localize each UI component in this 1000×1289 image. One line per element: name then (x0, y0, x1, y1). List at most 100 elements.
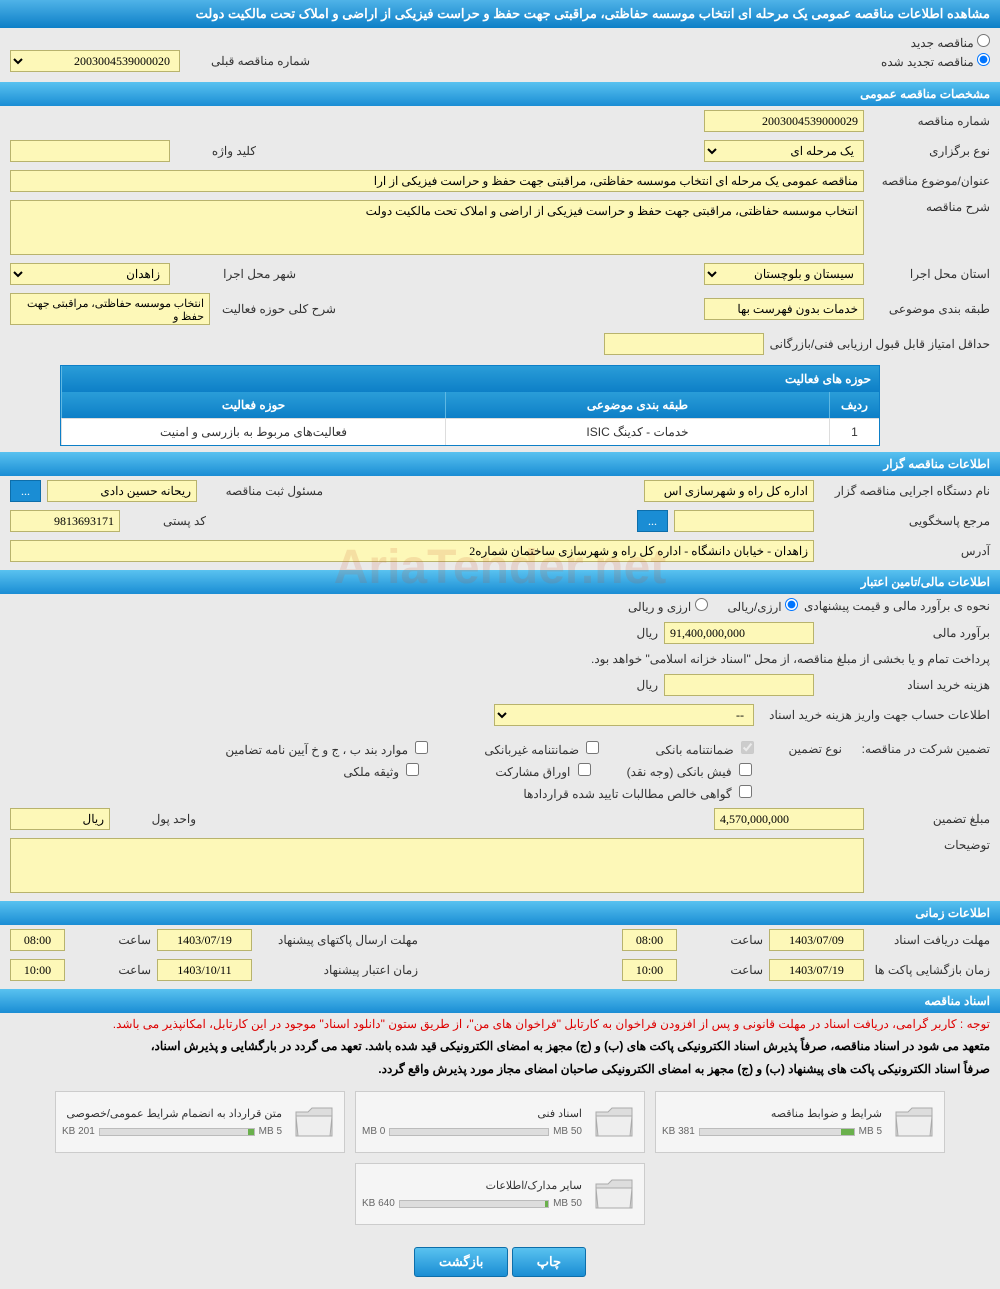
contact-label: مرجع پاسخگویی (820, 514, 990, 528)
footer-buttons: چاپ بازگشت (0, 1235, 1000, 1289)
title-input[interactable] (10, 170, 864, 192)
chk-property[interactable]: وثیقه ملکی (343, 763, 419, 779)
docs-black-note2: صرفاً اسناد الکترونیکی پاکت های پیشنهاد … (0, 1058, 1000, 1081)
new-tender-radio[interactable]: مناقصه جدید (911, 36, 990, 50)
doc-card-technical[interactable]: اسناد فنی 50 MB0 MB (355, 1091, 645, 1153)
doc-total: 50 MB (553, 1126, 582, 1137)
currency-foreign-radio[interactable]: ارزی و ریالی (628, 598, 708, 614)
guarantee-unit-input[interactable] (10, 808, 110, 830)
contact-more-button[interactable]: ... (637, 510, 668, 532)
folder-icon (590, 1098, 638, 1146)
print-button[interactable]: چاپ (512, 1247, 586, 1277)
time-label-4: ساعت (71, 963, 151, 977)
docs-black-note1: متعهد می شود در اسناد مناقصه، صرفاً پذیر… (0, 1035, 1000, 1058)
chk-cash[interactable]: فیش بانکی (وجه نقد) (627, 763, 752, 779)
min-score-label: حداقل امتیاز قابل قبول ارزیابی فنی/بازرگ… (770, 337, 990, 351)
validity-date[interactable] (157, 959, 252, 981)
proposal-deadline-time[interactable] (10, 929, 65, 951)
doc-card-contract[interactable]: متن قرارداد به انضمام شرایط عمومی/خصوصی … (55, 1091, 345, 1153)
doc-used: 640 KB (362, 1198, 395, 1209)
doc-title: سایر مدارک/اطلاعات (362, 1179, 582, 1192)
postal-input[interactable] (10, 510, 120, 532)
doc-title: متن قرارداد به انضمام شرایط عمومی/خصوصی (62, 1107, 282, 1120)
chk-cert[interactable]: گواهی خالص مطالبات تایید شده قراردادها (523, 785, 752, 801)
estimate-label: نحوه ی برآورد مالی و قیمت پیشنهادی (804, 599, 990, 613)
chk-nonbank[interactable]: ضمانتنامه غیربانکی (484, 741, 599, 757)
tender-status-group: مناقصه جدید مناقصه تجدید شده شماره مناقص… (0, 28, 1000, 78)
doc-card-conditions[interactable]: شرایط و ضوابط مناقصه 5 MB381 KB (655, 1091, 945, 1153)
province-select[interactable]: سیستان و بلوچستان (704, 263, 864, 285)
col-act: حوزه فعالیت (61, 392, 445, 418)
min-score-input[interactable] (604, 333, 764, 355)
tender-number-label: شماره مناقصه (870, 114, 990, 128)
activity-scope-label: شرح کلی حوزه فعالیت (216, 302, 336, 316)
opening-date[interactable] (769, 959, 864, 981)
time-label-1: ساعت (683, 933, 763, 947)
amount-input[interactable] (664, 622, 814, 644)
address-label: آدرس (820, 544, 990, 558)
renewed-tender-radio[interactable]: مناقصه تجدید شده (881, 53, 990, 69)
currency-rial-radio[interactable]: ارزی/ریالی (728, 598, 798, 614)
tender-number-input[interactable] (704, 110, 864, 132)
contact-input[interactable] (674, 510, 814, 532)
registrar-more-button[interactable]: ... (10, 480, 41, 502)
page-header: مشاهده اطلاعات مناقصه عمومی یک مرحله ای … (0, 0, 1000, 28)
validity-time[interactable] (10, 959, 65, 981)
prev-number-select[interactable]: 2003004539000020 (10, 50, 180, 72)
doc-deadline-date[interactable] (769, 929, 864, 951)
doc-card-other[interactable]: سایر مدارک/اطلاعات 50 MB 640 KB (355, 1163, 645, 1225)
guarantee-type-label: نوع تضمین (762, 742, 842, 756)
col-cat: طبقه بندی موضوعی (445, 392, 829, 418)
activity-scope-textarea[interactable]: انتخاب موسسه حفاظتی، مراقبتی جهت حفظ و (10, 293, 210, 325)
city-select[interactable]: زاهدان (10, 263, 170, 285)
exec-input[interactable] (644, 480, 814, 502)
proposal-deadline-date[interactable] (157, 929, 252, 951)
activity-table-title-row: حوزه های فعالیت (61, 366, 879, 392)
type-select[interactable]: یک مرحله ای (704, 140, 864, 162)
row-idx: 1 (829, 418, 879, 445)
notes-textarea[interactable] (10, 838, 864, 893)
guarantee-label: تضمین شرکت در مناقصه: (850, 742, 990, 756)
guarantee-unit-label: واحد پول (116, 812, 196, 826)
keyword-input[interactable] (10, 140, 170, 162)
chk-nonbank-label: ضمانتنامه غیربانکی (484, 743, 579, 757)
currency-foreign-label: ارزی و ریالی (628, 600, 691, 614)
chk-bylaw-label: موارد بند ب ، ج و خ آیین نامه تضامین (225, 743, 408, 757)
postal-label: کد پستی (126, 514, 206, 528)
doc-used: 0 MB (362, 1126, 385, 1137)
exec-label: نام دستگاه اجرایی مناقصه گزار (820, 484, 990, 498)
new-tender-label: مناقصه جدید (911, 36, 974, 50)
chk-bank-label: ضمانتنامه بانکی (655, 743, 733, 757)
proposal-deadline-label: مهلت ارسال پاکتهای پیشنهاد (258, 933, 418, 947)
city-label: شهر محل اجرا (176, 267, 296, 281)
chk-bank[interactable]: ضمانتنامه بانکی (655, 741, 754, 757)
registrar-label: مسئول ثبت مناقصه (203, 484, 323, 498)
desc-textarea[interactable]: انتخاب موسسه حفاظتی، مراقبتی جهت حفظ و ح… (10, 200, 864, 255)
guarantee-amount-label: مبلغ تضمین (870, 812, 990, 826)
doc-title: شرایط و ضوابط مناقصه (662, 1107, 882, 1120)
address-input[interactable] (10, 540, 814, 562)
chk-cert-label: گواهی خالص مطالبات تایید شده قراردادها (523, 787, 731, 801)
doc-deadline-time[interactable] (622, 929, 677, 951)
docs-red-note: توجه : کاربر گرامی، دریافت اسناد در مهلت… (0, 1013, 1000, 1035)
category-input[interactable] (704, 298, 864, 320)
doc-used: 381 KB (662, 1126, 695, 1137)
doc-deadline-label: مهلت دریافت اسناد (870, 933, 990, 947)
account-select[interactable]: -- (494, 704, 754, 726)
registrar-input[interactable] (47, 480, 197, 502)
doc-fee-input[interactable] (664, 674, 814, 696)
guarantee-amount-input[interactable] (714, 808, 864, 830)
activity-table-title: حوزه های فعالیت (61, 366, 879, 392)
doc-used: 201 KB (62, 1126, 95, 1137)
chk-bonds[interactable]: اوراق مشارکت (495, 763, 590, 779)
validity-label: زمان اعتبار پیشنهاد (258, 963, 418, 977)
activity-table: حوزه های فعالیت ردیف طبقه بندی موضوعی حو… (60, 365, 880, 446)
back-button[interactable]: بازگشت (414, 1247, 508, 1277)
opening-time[interactable] (622, 959, 677, 981)
section-organizer: اطلاعات مناقصه گزار (0, 452, 1000, 476)
doc-total: 50 MB (553, 1198, 582, 1209)
province-label: استان محل اجرا (870, 267, 990, 281)
opening-label: زمان بازگشایی پاکت ها (870, 963, 990, 977)
chk-bylaw[interactable]: موارد بند ب ، ج و خ آیین نامه تضامین (225, 741, 428, 757)
title-label: عنوان/موضوع مناقصه (870, 174, 990, 188)
